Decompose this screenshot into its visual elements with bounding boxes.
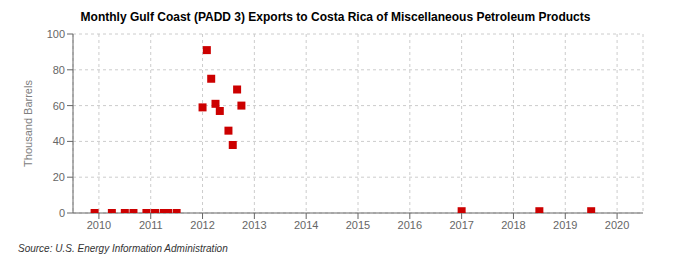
svg-text:20: 20: [53, 171, 65, 183]
svg-text:2013: 2013: [242, 219, 266, 231]
svg-text:40: 40: [53, 135, 65, 147]
html-text:Source: U.S. Energy Informatio: Source: U.S. Energy Information Administ…: [18, 243, 228, 254]
html-text:Monthly Gulf Coast (PADD 3) Ex: Monthly Gulf Coast (PADD 3) Exports to C…: [80, 10, 591, 24]
svg-text:2010: 2010: [87, 219, 111, 231]
svg-text:2018: 2018: [501, 219, 525, 231]
svg-text:2014: 2014: [294, 219, 318, 231]
svg-text:2019: 2019: [553, 219, 577, 231]
svg-text:80: 80: [53, 64, 65, 76]
svg-text:2011: 2011: [139, 219, 163, 231]
svg-text:60: 60: [53, 100, 65, 112]
svg-text:2017: 2017: [449, 219, 473, 231]
svg-text:2015: 2015: [346, 219, 370, 231]
svg-text:0: 0: [59, 207, 65, 219]
svg-text:Thousand Barrels: Thousand Barrels: [22, 80, 34, 167]
svg-text:2016: 2016: [398, 219, 422, 231]
svg-text:2020: 2020: [605, 219, 629, 231]
svg-text:2012: 2012: [190, 219, 214, 231]
svg-text:100: 100: [47, 28, 65, 40]
